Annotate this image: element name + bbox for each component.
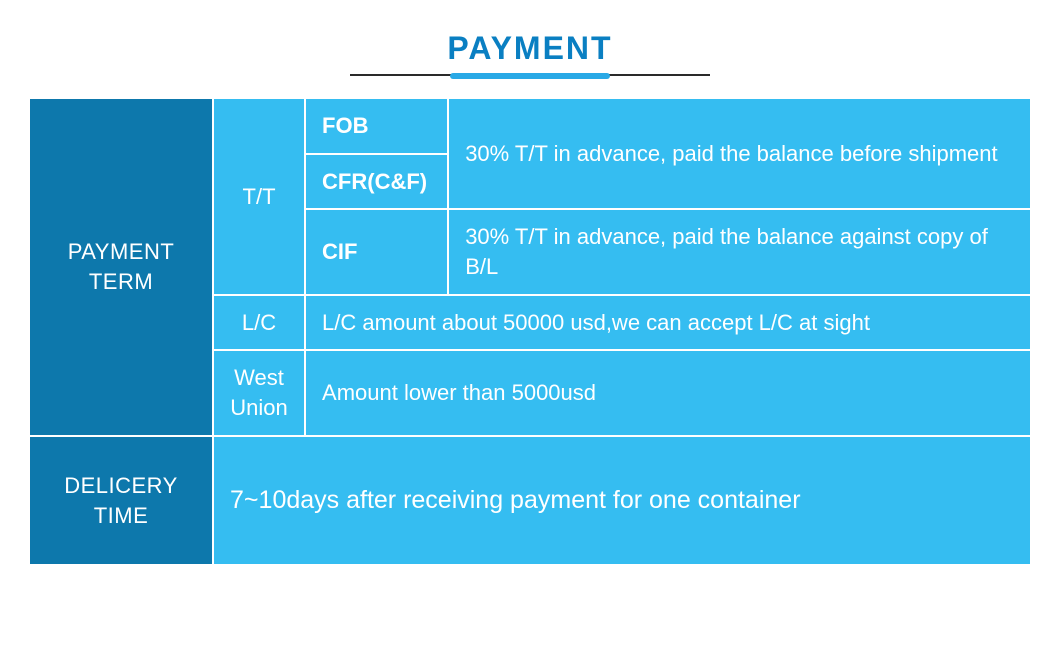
title-underline (350, 73, 710, 79)
delivery-time-header: DELICERY TIME (29, 436, 213, 565)
fob-label: FOB (305, 98, 448, 154)
lc-label: L/C (213, 295, 305, 351)
wu-label: West Union (213, 350, 305, 435)
tt-label: T/T (213, 98, 305, 295)
cif-desc: 30% T/T in advance, paid the balance aga… (448, 209, 1031, 294)
table-row: PAYMENT TERM T/T FOB 30% T/T in advance,… (29, 98, 1031, 154)
payment-term-header: PAYMENT TERM (29, 98, 213, 436)
wu-desc: Amount lower than 5000usd (305, 350, 1031, 435)
title-area: PAYMENT (28, 30, 1032, 79)
cif-label: CIF (305, 209, 448, 294)
page-title: PAYMENT (447, 30, 612, 67)
delivery-desc: 7~10days after receiving payment for one… (213, 436, 1031, 565)
cfr-label: CFR(C&F) (305, 154, 448, 210)
table-row: DELICERY TIME 7~10days after receiving p… (29, 436, 1031, 565)
underline-bar (450, 73, 610, 79)
payment-table: PAYMENT TERM T/T FOB 30% T/T in advance,… (28, 97, 1032, 566)
fob-cfr-desc: 30% T/T in advance, paid the balance bef… (448, 98, 1031, 209)
lc-desc: L/C amount about 50000 usd,we can accept… (305, 295, 1031, 351)
page-container: PAYMENT PAYMENT TERM T/T FOB 30% T/T in … (0, 0, 1060, 586)
